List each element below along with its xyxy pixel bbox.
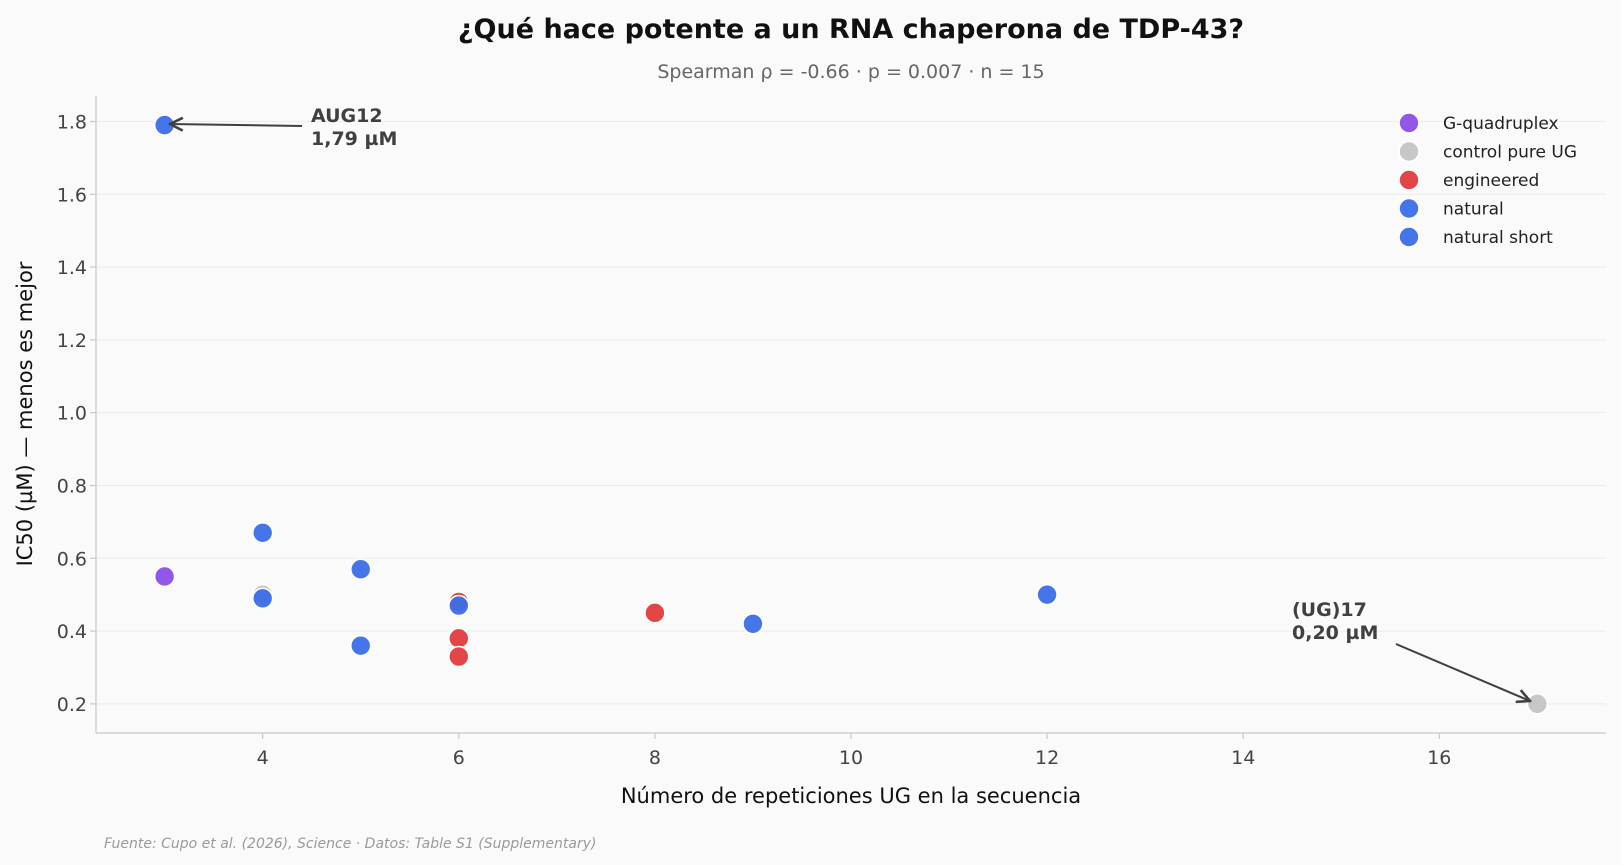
- data-point: [349, 558, 372, 581]
- annotation-ug17-arrow: [1395, 643, 1530, 701]
- y-tick-label: 0.6: [57, 548, 87, 570]
- data-point: [447, 594, 470, 617]
- legend-marker: [1398, 197, 1420, 220]
- data-point: [251, 521, 274, 544]
- y-tick-label: 0.2: [57, 694, 87, 716]
- annotation-aug12-value: 1,79 µM: [311, 128, 397, 150]
- data-point: [742, 612, 764, 635]
- y-axis-label: IC50 (µM) — menos es mejor: [13, 261, 37, 566]
- legend-marker: [1398, 140, 1420, 163]
- source-note: Fuente: Cupo et al. (2026), Science · Da…: [104, 836, 596, 852]
- annotation-aug12-name: AUG12: [311, 105, 383, 127]
- x-tick-label: 6: [453, 747, 465, 769]
- x-axis-label: Número de repeticiones UG en la secuenci…: [621, 784, 1081, 808]
- data-point: [251, 587, 274, 610]
- x-tick-label: 4: [257, 747, 269, 769]
- annotation-ug17-text: (UG)17 0,20 µM: [1292, 599, 1378, 644]
- chart-subtitle: Spearman ρ = -0.66 · p = 0.007 · n = 15: [657, 61, 1044, 83]
- chart-title: ¿Qué hace potente a un RNA chaperona de …: [458, 14, 1244, 45]
- annotation-ug17: (UG)17 0,20 µM: [1292, 599, 1530, 701]
- data-point: [153, 114, 176, 136]
- annotation-aug12-arrow: [170, 124, 303, 126]
- x-ticks: 4 6 8 10 12 14 16: [257, 733, 1451, 769]
- legend-marker: [1398, 226, 1420, 248]
- data-point: [447, 645, 470, 668]
- y-tick-label: 1.2: [57, 330, 87, 352]
- data-point: [1036, 583, 1058, 606]
- legend-label: G-quadruplex: [1443, 114, 1559, 134]
- annotation-ug17-value: 0,20 µM: [1292, 622, 1378, 644]
- y-tick-label: 0.8: [57, 475, 87, 497]
- x-tick-label: 8: [649, 747, 661, 769]
- annotation-aug12-text: AUG12 1,79 µM: [311, 105, 397, 150]
- y-tick-label: 1.4: [57, 257, 87, 279]
- annotation-ug17-name: (UG)17: [1292, 599, 1367, 621]
- data-point: [447, 627, 470, 650]
- x-tick-label: 10: [839, 747, 863, 769]
- y-tick-label: 0.4: [57, 621, 87, 643]
- x-tick-label: 16: [1427, 747, 1451, 769]
- legend-marker: [1398, 169, 1420, 191]
- legend-label: control pure UG: [1443, 143, 1577, 163]
- data-point: [1526, 693, 1549, 715]
- data-point: [349, 634, 372, 657]
- y-ticks: 0.2 0.4 0.6 0.8 1.0 1.2 1.4 1.6 1.8: [57, 111, 96, 716]
- x-tick-label: 12: [1035, 747, 1059, 769]
- legend-label: engineered: [1443, 171, 1539, 191]
- data-point: [153, 565, 176, 588]
- legend-label: natural short: [1443, 228, 1553, 248]
- legend-label: natural: [1443, 200, 1504, 220]
- legend-marker: [1398, 112, 1420, 134]
- data-point: [644, 602, 666, 624]
- y-tick-label: 1.0: [57, 403, 87, 425]
- legend: G-quadruplex control pure UG engineered nat…: [1398, 112, 1577, 248]
- annotation-aug12: AUG12 1,79 µM: [170, 105, 397, 150]
- y-tick-label: 1.8: [57, 111, 87, 133]
- y-tick-label: 1.6: [57, 184, 87, 206]
- grid-lines: [96, 120, 1606, 705]
- data-points: [153, 114, 1549, 715]
- x-tick-label: 14: [1231, 747, 1255, 769]
